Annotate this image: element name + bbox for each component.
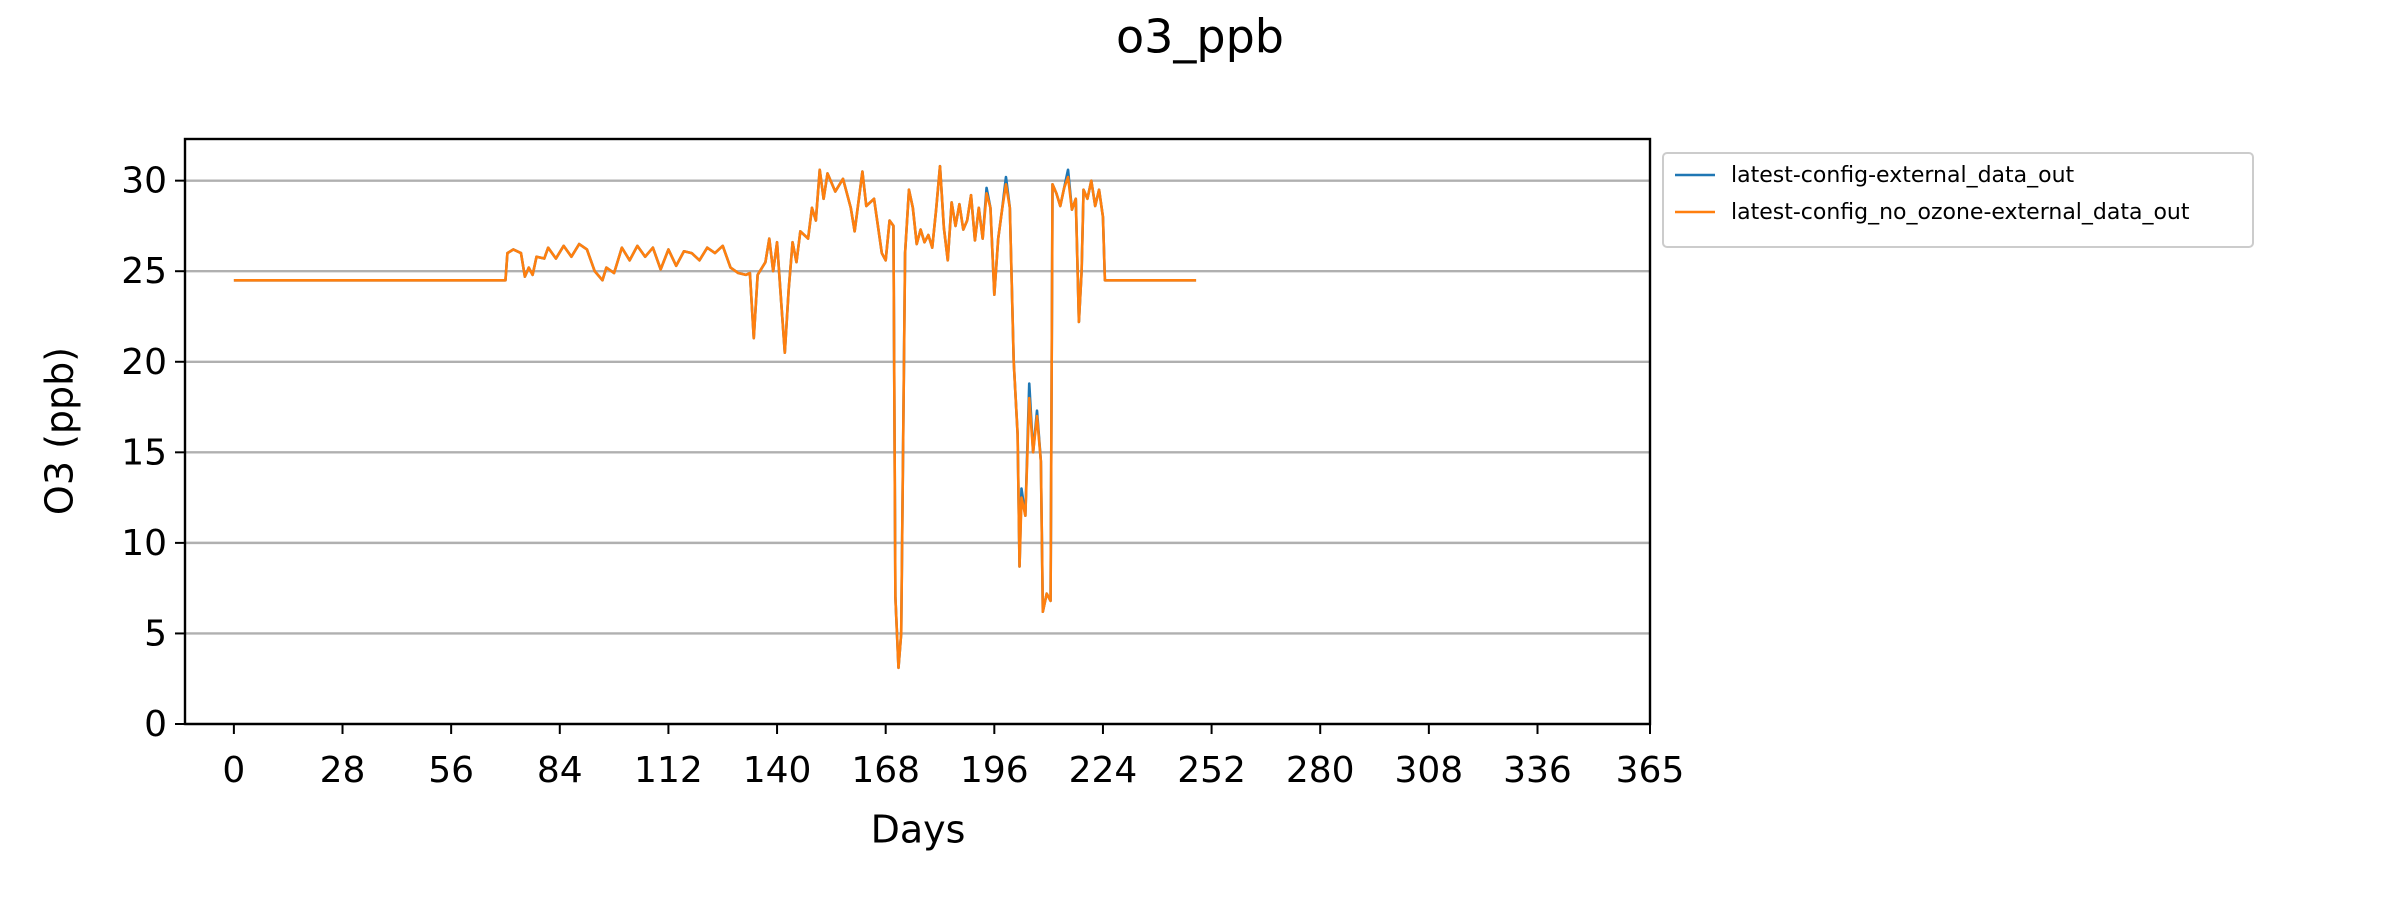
y-tick-label: 20	[121, 342, 167, 383]
x-tick-label: 0	[222, 750, 245, 791]
x-tick-label: 308	[1394, 750, 1463, 791]
x-axis-label: Days	[871, 808, 966, 852]
y-axis-label: O3 (ppb)	[38, 347, 82, 515]
x-tick-label: 224	[1069, 750, 1138, 791]
x-tick-label: 84	[537, 750, 583, 791]
x-tick-label: 112	[634, 750, 703, 791]
y-tick-label: 10	[121, 523, 167, 564]
x-tick-label: 140	[743, 750, 812, 791]
plot-frame	[183, 137, 1652, 726]
y-tick-label: 5	[144, 613, 167, 654]
y-tick-label: 0	[144, 704, 167, 745]
x-tick-label: 56	[428, 750, 474, 791]
legend-label: latest-config_no_ozone-external_data_out	[1731, 200, 2190, 225]
x-tick-label: 28	[320, 750, 366, 791]
y-tick-label: 15	[121, 432, 167, 473]
x-tick-label: 168	[851, 750, 920, 791]
y-tick-label: 25	[121, 251, 167, 292]
chart-title: o3_ppb	[1116, 10, 1284, 64]
x-tick-label: 336	[1503, 750, 1572, 791]
y-tick-label: 30	[121, 161, 167, 202]
series-line	[233, 164, 1197, 670]
legend-label: latest-config-external_data_out	[1731, 163, 2075, 188]
x-tick-label: 365	[1616, 750, 1685, 791]
legend-box	[1662, 152, 2254, 248]
x-tick-label: 196	[960, 750, 1029, 791]
x-tick-label: 252	[1177, 750, 1246, 791]
x-tick-label: 280	[1286, 750, 1355, 791]
